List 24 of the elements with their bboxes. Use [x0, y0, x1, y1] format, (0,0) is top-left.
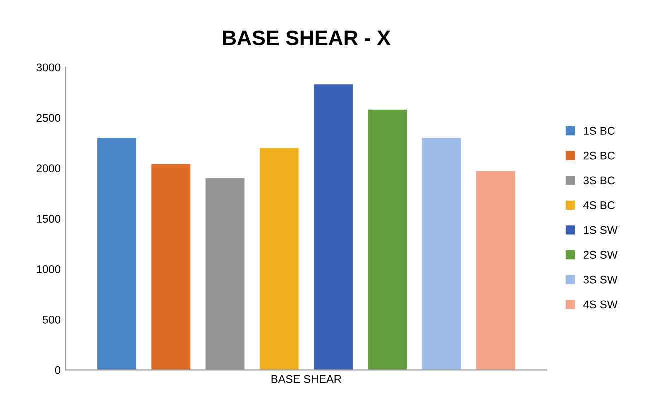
y-tick-label: 0 — [55, 366, 61, 374]
legend-label: 3S BC — [584, 176, 615, 185]
legend-label: 4S SW — [584, 300, 618, 309]
legend-label: 2S SW — [584, 251, 618, 259]
y-tick-label: 2500 — [36, 114, 61, 122]
bar — [98, 138, 136, 370]
legend-label: 1S SW — [584, 226, 618, 234]
legend-label: 3S SW — [584, 276, 618, 284]
bar — [152, 164, 191, 370]
y-tick-label: 1000 — [37, 266, 61, 274]
x-tick-label: BASE SHEAR — [272, 375, 342, 384]
bar — [368, 110, 408, 370]
y-tick-label: 2000 — [36, 164, 61, 173]
bar — [314, 84, 353, 370]
y-tick-label: 3000 — [36, 64, 61, 72]
y-tick-label: 1500 — [37, 215, 61, 223]
bar — [476, 171, 516, 370]
y-tick-label: 500 — [42, 316, 61, 324]
legend-label: 2S BC — [584, 152, 615, 160]
chart-title: BASE SHEAR - X — [223, 30, 391, 46]
legend-label: 4S BC — [584, 202, 615, 210]
bar — [260, 148, 299, 370]
bar — [422, 138, 462, 370]
legend-label: 1S BC — [584, 127, 615, 135]
